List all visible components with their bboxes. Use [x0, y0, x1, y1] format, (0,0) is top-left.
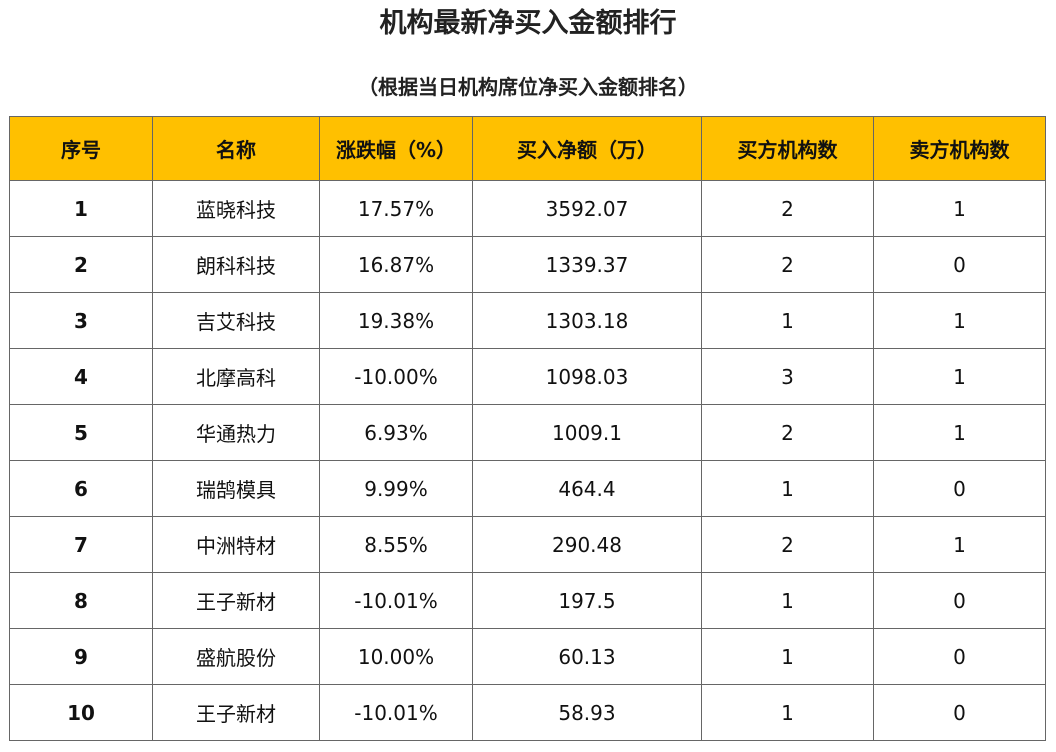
cell-change-pct: 8.55% [319, 516, 473, 573]
cell-seller-count: 0 [873, 236, 1046, 293]
cell-seller-count: 0 [873, 572, 1046, 629]
table-row: 1 蓝晓科技 17.57% 3592.07 2 1 [9, 180, 1046, 237]
cell-seller-count: 1 [873, 516, 1046, 573]
cell-rank: 8 [9, 572, 153, 629]
cell-name: 王子新材 [152, 684, 320, 741]
cell-net-buy: 197.5 [472, 572, 702, 629]
cell-seller-count: 1 [873, 404, 1046, 461]
cell-buyer-count: 1 [701, 684, 874, 741]
table-row: 7 中洲特材 8.55% 290.48 2 1 [9, 516, 1046, 573]
cell-change-pct: 17.57% [319, 180, 473, 237]
cell-rank: 3 [9, 292, 153, 349]
cell-seller-count: 1 [873, 348, 1046, 405]
cell-name: 中洲特材 [152, 516, 320, 573]
header-buyer-count: 买方机构数 [701, 116, 874, 181]
cell-change-pct: 9.99% [319, 460, 473, 517]
cell-buyer-count: 2 [701, 180, 874, 237]
cell-buyer-count: 2 [701, 236, 874, 293]
table-row: 2 朗科科技 16.87% 1339.37 2 0 [9, 236, 1046, 293]
cell-change-pct: -10.01% [319, 572, 473, 629]
table-row: 5 华通热力 6.93% 1009.1 2 1 [9, 404, 1046, 461]
cell-rank: 1 [9, 180, 153, 237]
cell-name: 蓝晓科技 [152, 180, 320, 237]
cell-seller-count: 0 [873, 684, 1046, 741]
cell-rank: 4 [9, 348, 153, 405]
ranking-table: 序号 名称 涨跌幅（%） 买入净额（万） 买方机构数 卖方机构数 1 蓝晓科技 17… [9, 116, 1046, 741]
cell-net-buy: 1098.03 [472, 348, 702, 405]
cell-name: 朗科科技 [152, 236, 320, 293]
cell-seller-count: 1 [873, 180, 1046, 237]
cell-buyer-count: 2 [701, 404, 874, 461]
cell-net-buy: 290.48 [472, 516, 702, 573]
cell-rank: 2 [9, 236, 153, 293]
table-row: 3 吉艾科技 19.38% 1303.18 1 1 [9, 292, 1046, 349]
cell-rank: 6 [9, 460, 153, 517]
cell-net-buy: 464.4 [472, 460, 702, 517]
cell-change-pct: -10.00% [319, 348, 473, 405]
cell-net-buy: 58.93 [472, 684, 702, 741]
table-row: 6 瑞鹄模具 9.99% 464.4 1 0 [9, 460, 1046, 517]
cell-net-buy: 3592.07 [472, 180, 702, 237]
cell-seller-count: 1 [873, 292, 1046, 349]
header-change-pct: 涨跌幅（%） [319, 116, 473, 181]
page-title: 机构最新净买入金额排行 [379, 8, 677, 39]
cell-buyer-count: 1 [701, 628, 874, 685]
cell-name: 盛航股份 [152, 628, 320, 685]
cell-change-pct: -10.01% [319, 684, 473, 741]
cell-name: 北摩高科 [152, 348, 320, 405]
cell-name: 华通热力 [152, 404, 320, 461]
cell-change-pct: 10.00% [319, 628, 473, 685]
cell-name: 吉艾科技 [152, 292, 320, 349]
cell-change-pct: 16.87% [319, 236, 473, 293]
cell-net-buy: 1009.1 [472, 404, 702, 461]
cell-change-pct: 6.93% [319, 404, 473, 461]
cell-rank: 9 [9, 628, 153, 685]
table-header-row: 序号 名称 涨跌幅（%） 买入净额（万） 买方机构数 卖方机构数 [9, 116, 1046, 181]
header-name: 名称 [152, 116, 320, 181]
cell-buyer-count: 1 [701, 460, 874, 517]
cell-net-buy: 1303.18 [472, 292, 702, 349]
table-row: 8 王子新材 -10.01% 197.5 1 0 [9, 572, 1046, 629]
cell-seller-count: 0 [873, 628, 1046, 685]
cell-net-buy: 1339.37 [472, 236, 702, 293]
cell-buyer-count: 1 [701, 572, 874, 629]
table-body: 1 蓝晓科技 17.57% 3592.07 2 1 2 朗科科技 16.87% 1339.37 2 0… [9, 180, 1046, 741]
table-row: 9 盛航股份 10.00% 60.13 1 0 [9, 628, 1046, 685]
header-seller-count: 卖方机构数 [873, 116, 1046, 181]
cell-rank: 10 [9, 684, 153, 741]
header-net-buy: 买入净额（万） [472, 116, 702, 181]
page-subtitle: （根据当日机构席位净买入金额排名） [358, 75, 698, 99]
cell-buyer-count: 1 [701, 292, 874, 349]
cell-rank: 5 [9, 404, 153, 461]
cell-name: 瑞鹄模具 [152, 460, 320, 517]
table-row: 10 王子新材 -10.01% 58.93 1 0 [9, 684, 1046, 741]
cell-buyer-count: 3 [701, 348, 874, 405]
cell-buyer-count: 2 [701, 516, 874, 573]
cell-change-pct: 19.38% [319, 292, 473, 349]
header-rank: 序号 [9, 116, 153, 181]
cell-seller-count: 0 [873, 460, 1046, 517]
cell-name: 王子新材 [152, 572, 320, 629]
table-row: 4 北摩高科 -10.00% 1098.03 3 1 [9, 348, 1046, 405]
cell-net-buy: 60.13 [472, 628, 702, 685]
cell-rank: 7 [9, 516, 153, 573]
